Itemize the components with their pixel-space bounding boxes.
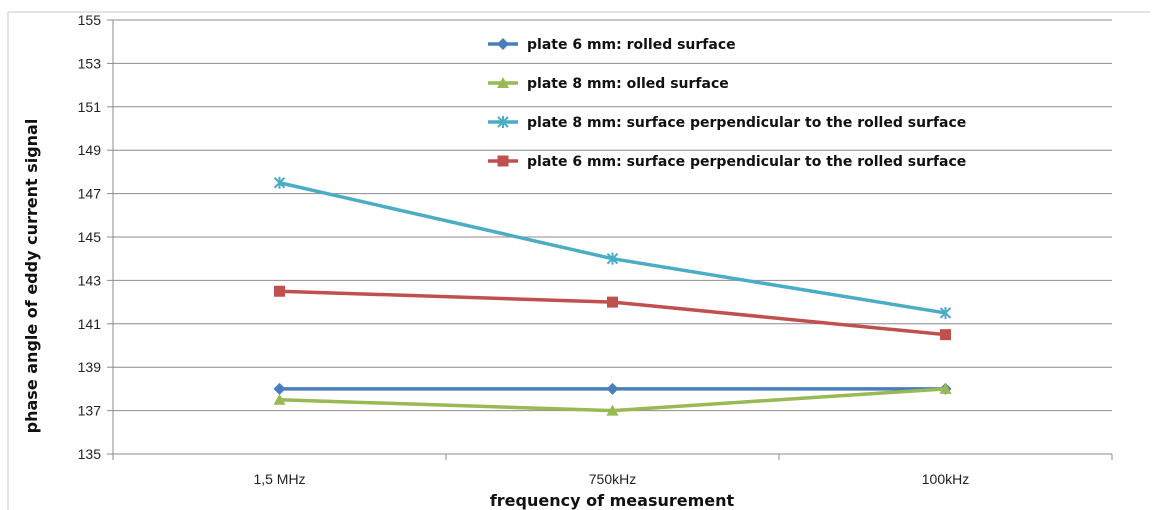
legend-swatch-marker [497, 155, 509, 167]
y-tick-label: 147 [78, 186, 102, 202]
data-point [606, 404, 619, 416]
legend-swatch-marker [497, 116, 509, 128]
legend: plate 6 mm: rolled surface plate 8 mm: ol… [488, 37, 966, 170]
data-point [607, 296, 618, 308]
y-tick-label: 151 [78, 99, 102, 115]
data-point [606, 382, 619, 395]
y-tick-label: 145 [78, 229, 102, 245]
legend-item: plate 6 mm: surface perpendicular to the… [488, 154, 966, 170]
data-point [606, 252, 619, 265]
data-point [273, 393, 286, 405]
series-1 [273, 382, 952, 395]
data-point [939, 382, 952, 394]
y-tick-label: 139 [78, 359, 102, 375]
y-tick-label: 155 [78, 12, 102, 28]
x-axis-title: frequency of measurement [490, 491, 735, 510]
data-point [273, 176, 286, 189]
legend-label: plate 8 mm: surface perpendicular to the… [527, 115, 966, 131]
legend-item: plate 8 mm: surface perpendicular to the… [488, 115, 966, 131]
legend-swatch-marker [497, 77, 509, 88]
y-tick-label: 135 [78, 446, 102, 462]
data-point [940, 329, 951, 341]
data-point [274, 285, 285, 297]
series-4 [274, 285, 951, 341]
series-2 [273, 382, 952, 416]
data-point [939, 306, 952, 319]
axes [112, 20, 1113, 460]
legend-item: plate 8 mm: olled surface [488, 76, 729, 92]
y-tick-label: 153 [78, 55, 102, 71]
legend-swatch-marker [497, 38, 509, 50]
y-tick-label: 149 [78, 142, 102, 158]
data-point [273, 382, 286, 395]
x-tick-label: 100kHz [922, 471, 969, 487]
legend-label: plate 6 mm: rolled surface [527, 37, 736, 53]
series-group [273, 176, 952, 416]
y-tick-labels: 135 137 139 141 143 145 147 149 151 153 155 [78, 12, 102, 462]
legend-label: plate 8 mm: olled surface [527, 76, 729, 92]
series-3 [273, 176, 952, 319]
y-axis-title: phase angle of eddy current signal [22, 119, 41, 434]
y-tick-label: 141 [78, 316, 102, 332]
legend-item: plate 6 mm: rolled surface [488, 37, 736, 53]
x-tick-label: 1,5 MHz [253, 471, 305, 487]
gridlines [107, 19, 1112, 455]
y-tick-label: 137 [78, 403, 102, 419]
legend-label: plate 6 mm: surface perpendicular to the… [527, 154, 966, 170]
x-tick-label: 750kHz [589, 471, 636, 487]
y-tick-label: 143 [78, 272, 102, 288]
x-tick-labels: 1,5 MHz 750kHz 100kHz [253, 471, 969, 487]
